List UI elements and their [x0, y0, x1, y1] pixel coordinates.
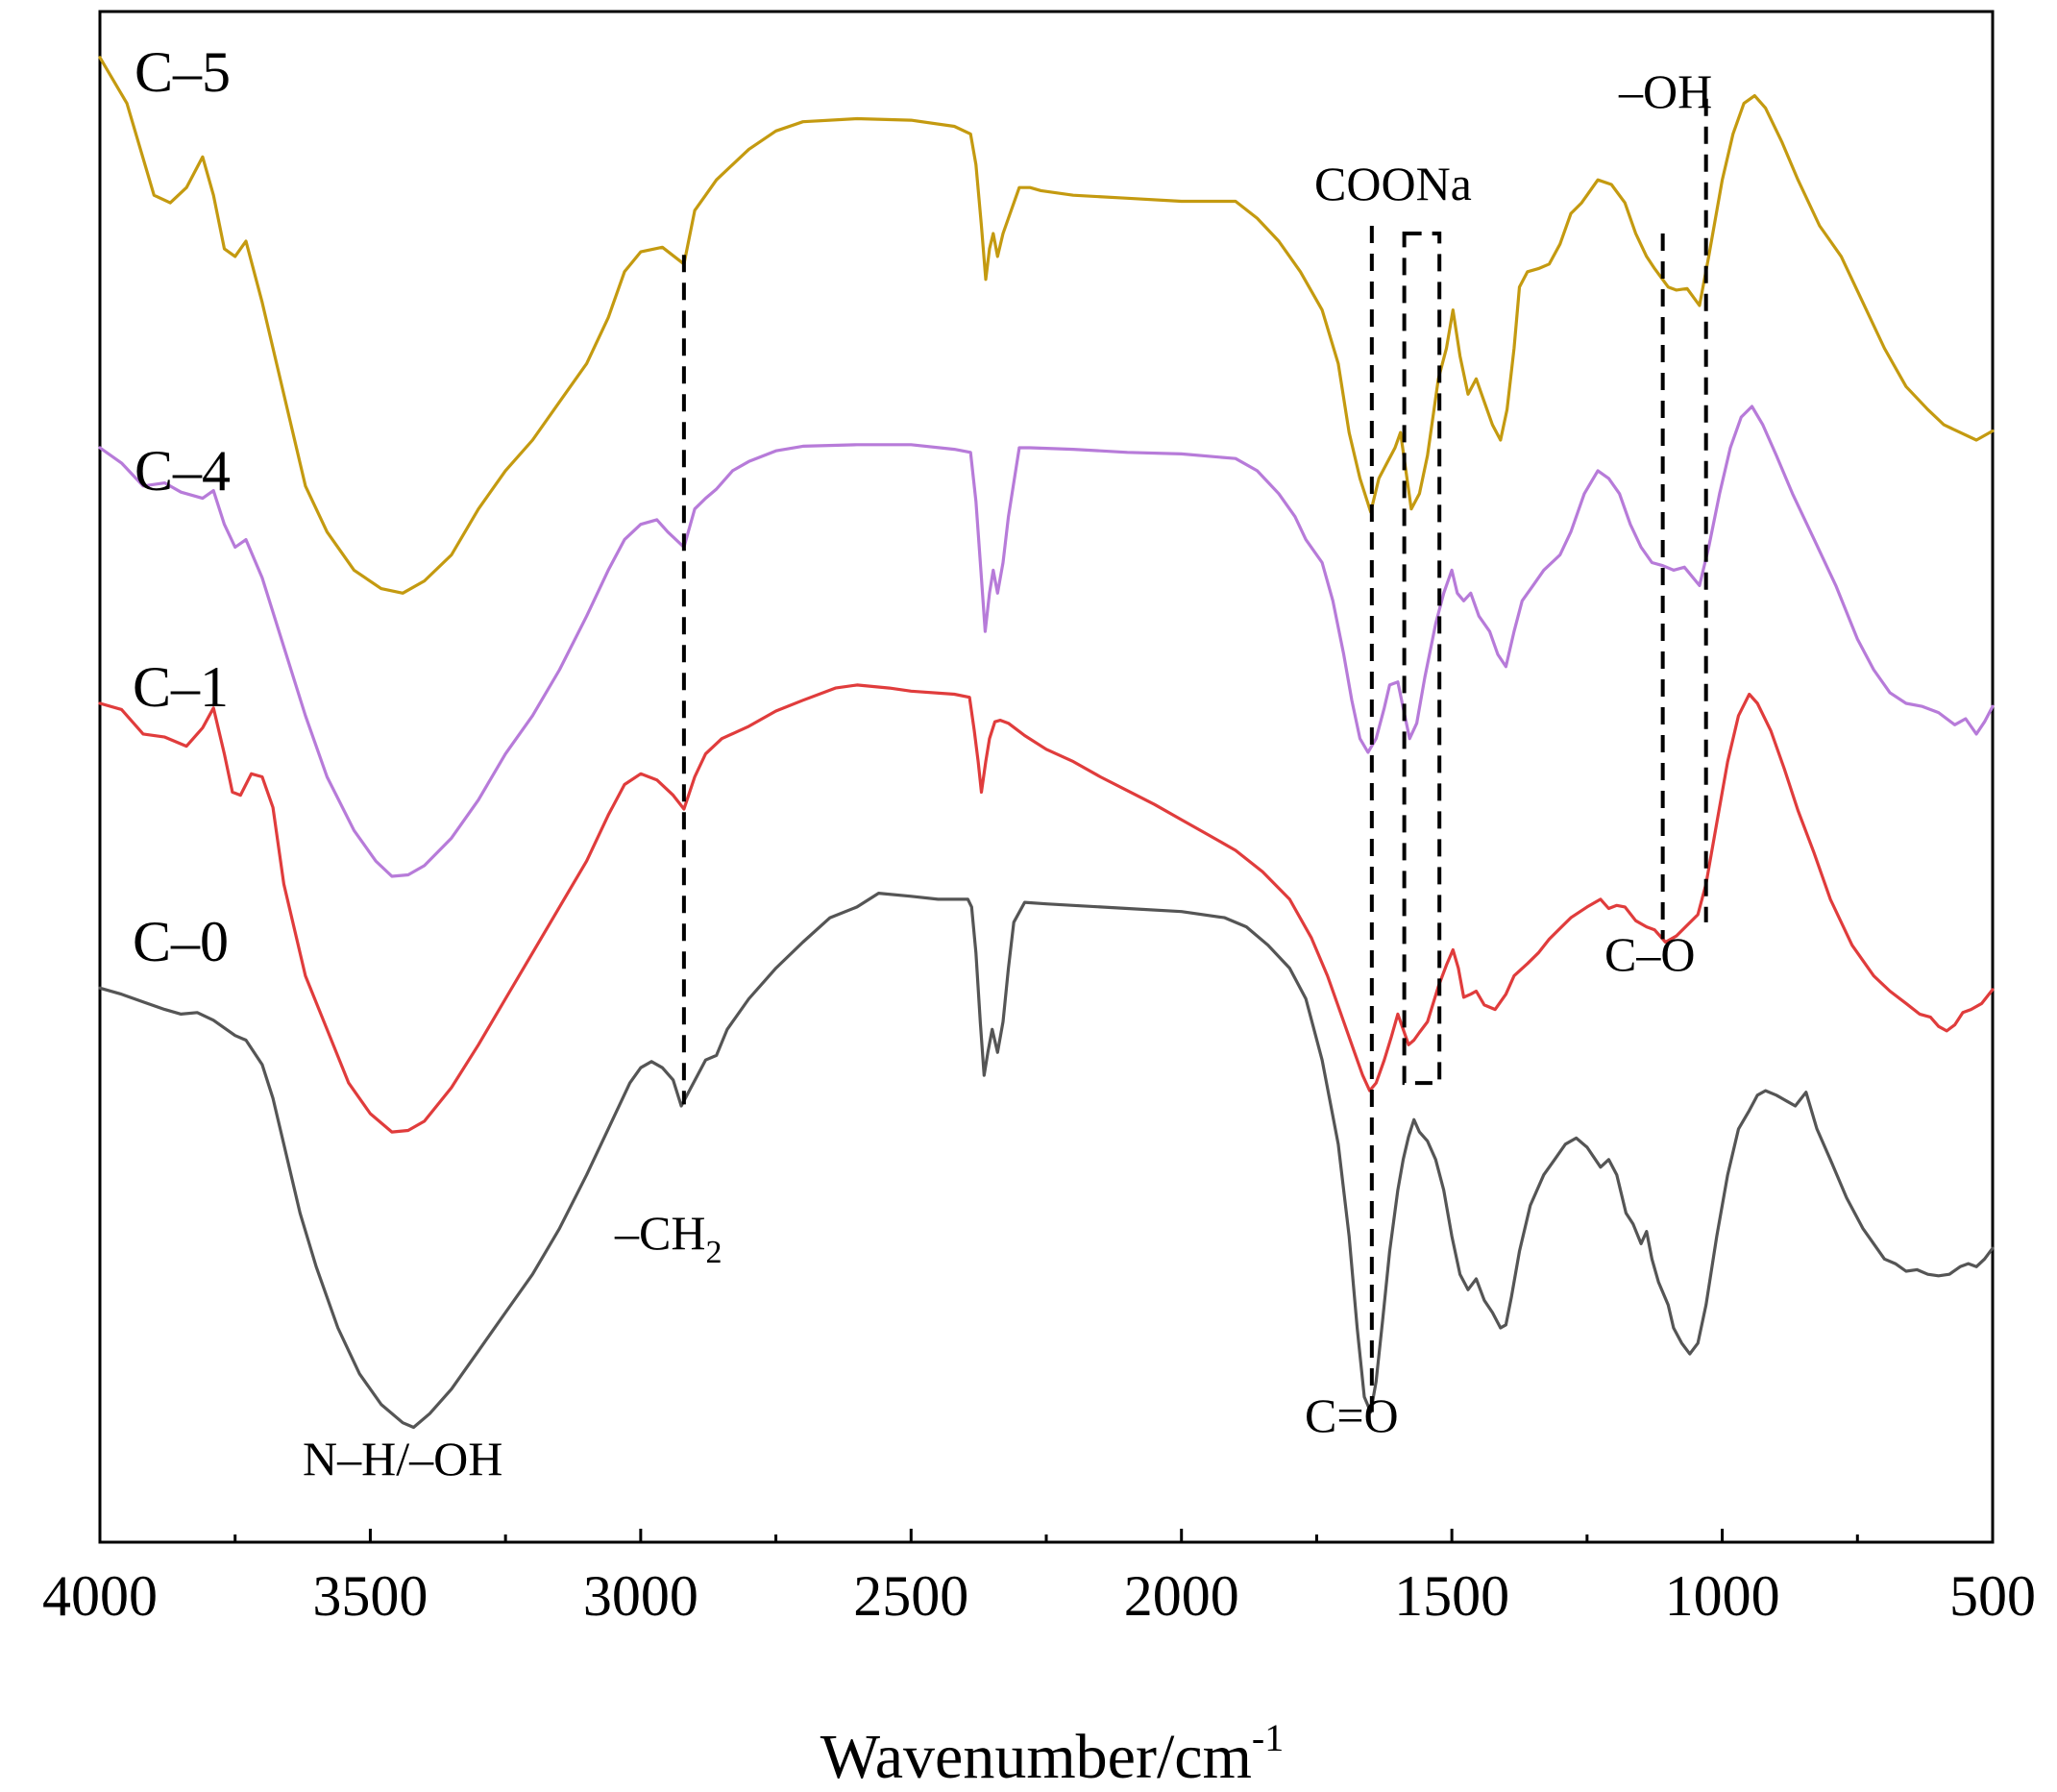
x-axis-ticks: 4000 3500 3000 2500 2000 1500 1000 500: [42, 1529, 2036, 1628]
series-layer: [98, 56, 1995, 1430]
x-tick-label: 2500: [853, 1564, 968, 1628]
x-tick-label: 3000: [583, 1564, 698, 1628]
series-label-c0: C–0: [133, 910, 229, 973]
plot-border: [98, 10, 1995, 1544]
annotation-ch2: –CH2: [614, 1206, 722, 1270]
annotation-c-o-single: C–O: [1604, 927, 1695, 981]
x-tick-label: 4000: [42, 1564, 158, 1628]
x-tick-label: 1000: [1665, 1564, 1780, 1628]
annotation-ch2-main: –CH: [614, 1206, 705, 1260]
plot-frame: [98, 10, 1995, 1544]
series-line-c5: [98, 56, 1995, 595]
x-axis-title-superscript: -1: [1252, 1716, 1284, 1759]
annotation-oh: –OH: [1618, 64, 1712, 118]
x-axis-title-main: Wavenumber/cm: [820, 1722, 1252, 1792]
series-line-c1: [98, 683, 1995, 1134]
series-line-c0: [98, 892, 1995, 1430]
series-label-c5: C–5: [135, 40, 231, 104]
reference-lines: [681, 98, 1708, 1412]
series-line-c4: [98, 405, 1995, 878]
x-axis-title: Wavenumber/cm-1: [820, 1716, 1285, 1792]
x-tick-label: 2000: [1124, 1564, 1239, 1628]
ref-box-2: [1402, 231, 1442, 1086]
x-tick-label: 500: [1949, 1564, 2036, 1628]
annotation-coona: COONa: [1314, 157, 1472, 210]
series-label-c1: C–1: [133, 655, 229, 719]
annotation-ch2-subscript: 2: [705, 1235, 722, 1270]
x-tick-label: 1500: [1394, 1564, 1509, 1628]
x-tick-label: 3500: [312, 1564, 428, 1628]
annotation-nh-oh: N–H/–OH: [303, 1432, 502, 1485]
series-label-c4: C–4: [135, 439, 231, 503]
annotation-c-o-double: C=O: [1305, 1388, 1399, 1442]
